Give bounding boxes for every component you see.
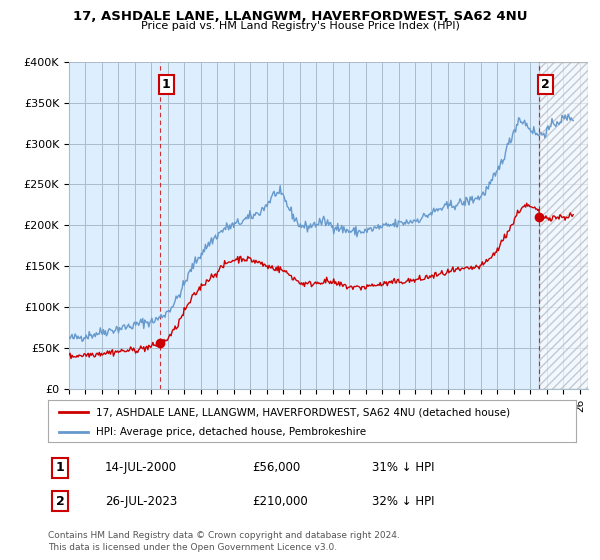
Text: 2: 2 (56, 494, 64, 508)
Text: Price paid vs. HM Land Registry's House Price Index (HPI): Price paid vs. HM Land Registry's House … (140, 21, 460, 31)
Text: This data is licensed under the Open Government Licence v3.0.: This data is licensed under the Open Gov… (48, 543, 337, 552)
Bar (539, 62, 588, 389)
Text: 1: 1 (56, 461, 64, 474)
Text: 2: 2 (541, 78, 550, 91)
Text: 14-JUL-2000: 14-JUL-2000 (105, 461, 177, 474)
Text: 26-JUL-2023: 26-JUL-2023 (105, 494, 177, 508)
Text: HPI: Average price, detached house, Pembrokeshire: HPI: Average price, detached house, Pemb… (95, 427, 365, 437)
Text: 31% ↓ HPI: 31% ↓ HPI (372, 461, 434, 474)
Text: 17, ASHDALE LANE, LLANGWM, HAVERFORDWEST, SA62 4NU (detached house): 17, ASHDALE LANE, LLANGWM, HAVERFORDWEST… (95, 407, 509, 417)
Text: 32% ↓ HPI: 32% ↓ HPI (372, 494, 434, 508)
Text: 17, ASHDALE LANE, LLANGWM, HAVERFORDWEST, SA62 4NU: 17, ASHDALE LANE, LLANGWM, HAVERFORDWEST… (73, 10, 527, 23)
Text: £56,000: £56,000 (252, 461, 300, 474)
Text: £210,000: £210,000 (252, 494, 308, 508)
Text: 1: 1 (162, 78, 171, 91)
Text: Contains HM Land Registry data © Crown copyright and database right 2024.: Contains HM Land Registry data © Crown c… (48, 531, 400, 540)
